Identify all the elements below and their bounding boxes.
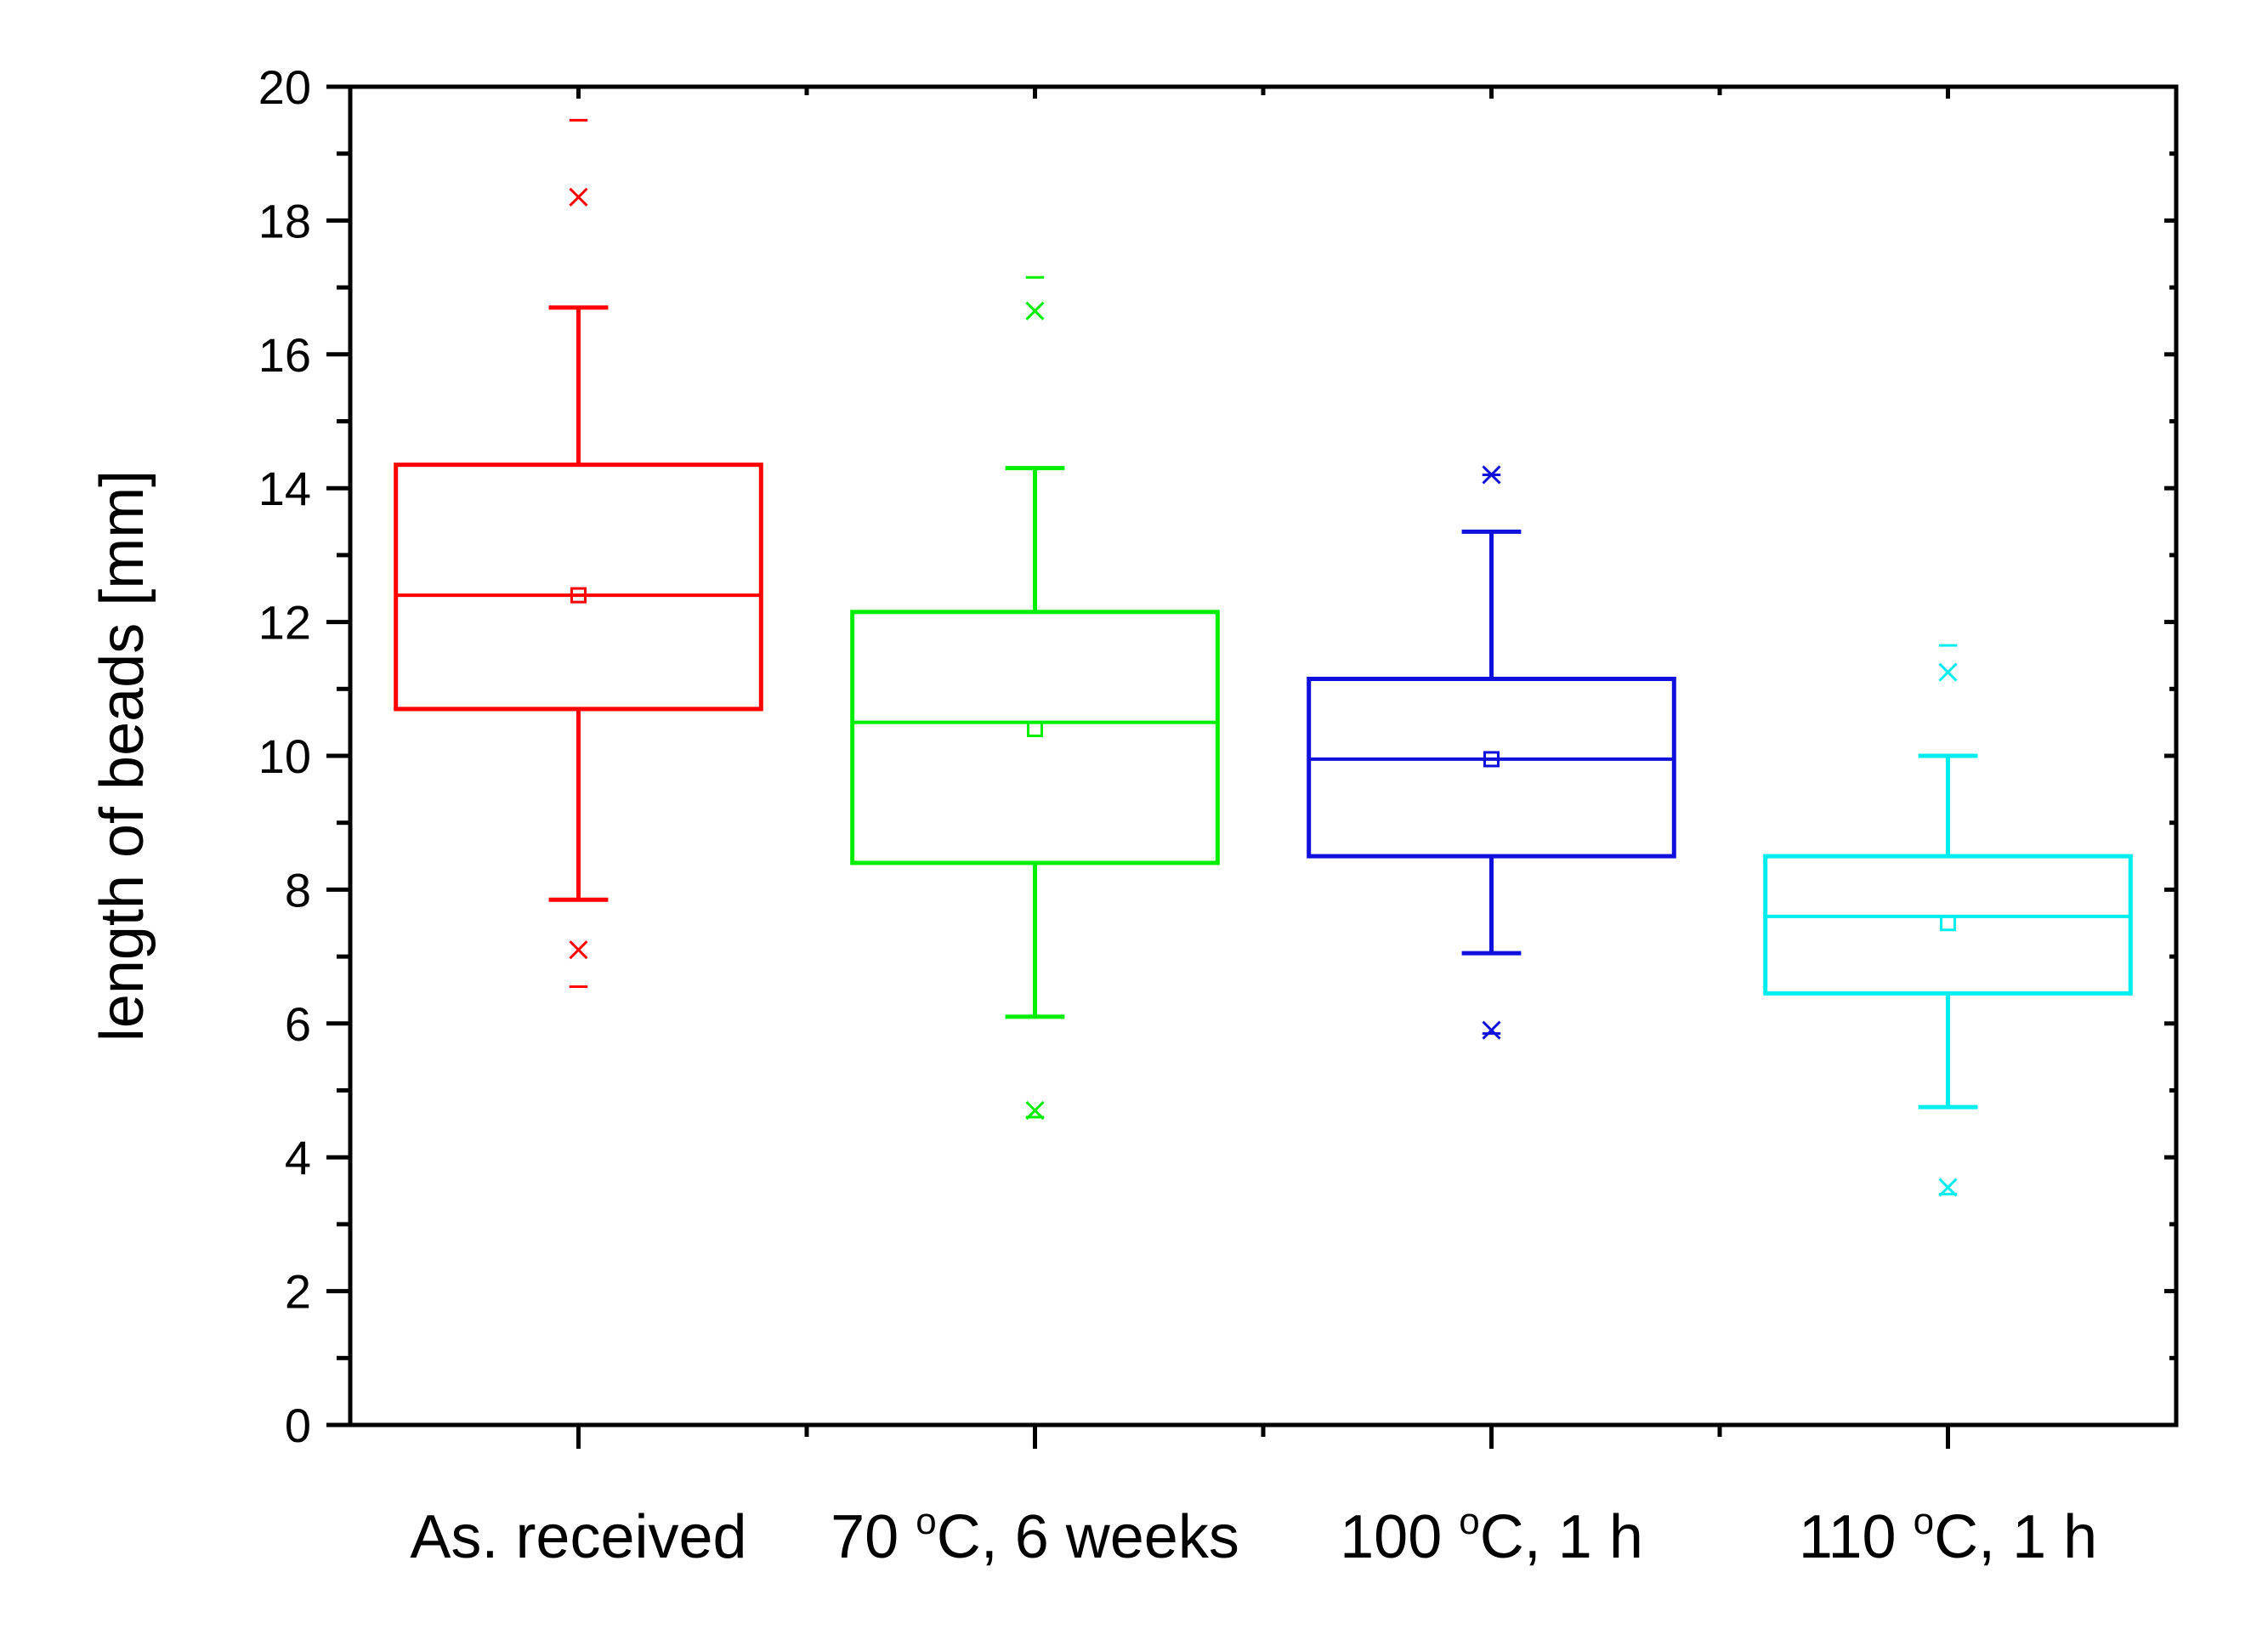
y-tick-label: 20 — [258, 60, 311, 114]
outlier-marker — [1482, 1020, 1501, 1040]
y-tick-label: 14 — [258, 462, 311, 515]
mean-marker — [1940, 915, 1956, 932]
box-group — [1307, 465, 1676, 1040]
x-category-label-part: 110 — [1799, 1503, 1914, 1571]
box-iqr — [850, 610, 1220, 866]
y-tick-label: 18 — [258, 194, 311, 247]
y-tick-label: 16 — [258, 328, 311, 382]
box-iqr — [1307, 676, 1676, 859]
y-tick-label: 4 — [285, 1131, 311, 1184]
outlier-marker — [1938, 662, 1958, 682]
x-category-label: 100 oC, 1 h — [1340, 1501, 1643, 1571]
x-category-label-part: C, 1 h — [1934, 1503, 2097, 1571]
box-iqr — [394, 463, 763, 712]
mean-marker — [1027, 721, 1043, 738]
mean-marker — [1483, 751, 1500, 768]
box-group — [394, 118, 763, 989]
x-category-label-part: o — [916, 1501, 936, 1542]
x-category-label-part: o — [1914, 1501, 1934, 1542]
x-axis: As. received 70 oC, 6 weeks 100 oC, 1 h 110… — [410, 87, 2097, 1571]
y-tick-label: 10 — [258, 729, 311, 783]
box-iqr — [1763, 854, 2133, 996]
y-tick-label: 8 — [285, 863, 311, 917]
outlier-stroke — [1482, 1020, 1501, 1040]
y-axis-title: length of beads [mm] — [88, 470, 156, 1042]
box-group — [1763, 644, 2133, 1197]
x-category-label-part: C, 6 weeks — [937, 1503, 1239, 1571]
outlier-marker — [1025, 301, 1045, 321]
y-tick-label: 0 — [285, 1399, 311, 1452]
box-group — [850, 275, 1220, 1121]
x-category-label-part: o — [1459, 1501, 1479, 1542]
x-category-label-part: 100 — [1340, 1503, 1459, 1571]
outlier-stroke — [1938, 662, 1958, 682]
x-category-label-part: As. received — [410, 1503, 746, 1571]
x-category-label: As. received — [410, 1503, 746, 1571]
mean-marker — [570, 587, 587, 604]
y-tick-label: 12 — [258, 596, 311, 650]
outlier-marker — [569, 940, 588, 960]
outlier-stroke — [569, 940, 588, 960]
outlier-stroke — [1025, 301, 1045, 321]
y-tick-label: 2 — [285, 1265, 311, 1319]
y-axis: 0 2 4 6 8 10 12 14 16 18 20 — [258, 60, 2176, 1452]
x-category-label: 110 oC, 1 h — [1799, 1501, 2097, 1571]
outlier-marker — [569, 187, 588, 207]
x-category-label-part: 70 — [831, 1503, 916, 1571]
x-category-label: 70 oC, 6 weeks — [831, 1501, 1239, 1571]
x-category-label-part: C, 1 h — [1480, 1503, 1643, 1571]
outlier-stroke — [569, 187, 588, 207]
y-tick-label: 6 — [285, 997, 311, 1051]
plot-area — [394, 118, 2133, 1197]
